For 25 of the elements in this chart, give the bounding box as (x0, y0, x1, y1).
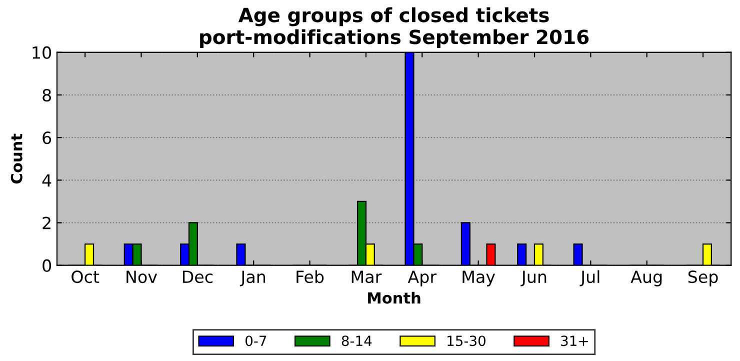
x-axis-title: Month (368, 292, 420, 304)
y-tick-label: 4 (42, 174, 52, 186)
y-tick-label: 2 (42, 216, 50, 230)
x-tick-label: Mar (352, 270, 382, 284)
legend-label: 0-7 (246, 336, 266, 346)
y-tick-label: 6 (42, 132, 52, 144)
x-tick-label: Jun (520, 270, 546, 286)
x-tick-label: Feb (296, 270, 324, 284)
x-tick-label: Oct (72, 270, 100, 284)
x-tick-label: Nov (126, 270, 158, 284)
chart-title: Age groups of closed tickets port-modifications September 2016 (200, 7, 589, 48)
x-tick-label: May (462, 270, 496, 286)
x-tick-label: Apr (408, 270, 437, 286)
x-tick-label: Jul (580, 270, 600, 286)
x-tick-label: Sep (688, 270, 718, 286)
y-axis-title: Count (10, 134, 22, 184)
legend-label: 8-14 (342, 336, 372, 346)
legend-label: 15-30 (448, 336, 486, 346)
y-tick-label: 0 (42, 259, 52, 272)
x-tick-label: Dec (182, 270, 213, 284)
y-tick-label: 10 (32, 46, 52, 59)
legend-label: 31+ (561, 336, 588, 346)
x-tick-label: Aug (630, 270, 662, 286)
x-tick-label: Jan (240, 270, 266, 286)
y-tick-label: 8 (42, 88, 51, 102)
